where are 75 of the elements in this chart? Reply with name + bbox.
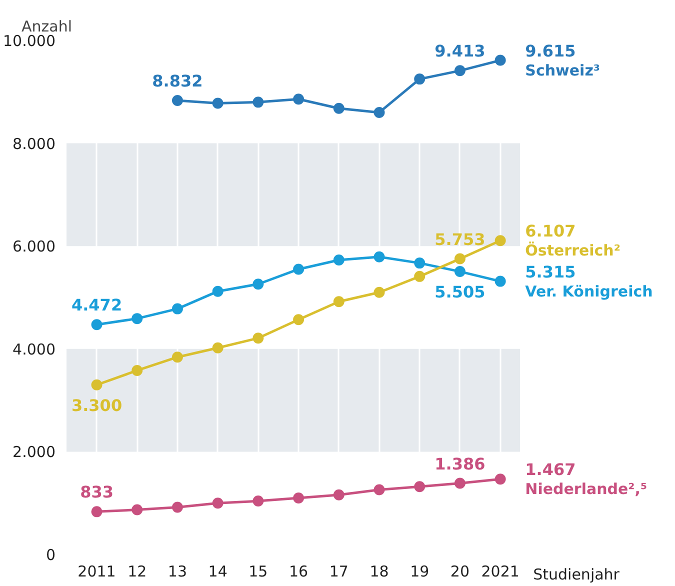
point xyxy=(333,254,344,266)
point xyxy=(252,332,264,344)
data-label: 5.753 xyxy=(434,230,486,249)
point xyxy=(293,264,304,275)
point xyxy=(252,96,264,108)
point xyxy=(132,504,143,516)
point xyxy=(454,266,466,278)
x-tick-label: 14 xyxy=(208,562,228,580)
point xyxy=(91,506,102,518)
point xyxy=(172,352,183,363)
x-tick-label: 15 xyxy=(248,562,268,580)
point xyxy=(333,296,344,308)
point xyxy=(494,235,506,246)
point xyxy=(454,478,466,489)
point xyxy=(212,98,224,109)
point xyxy=(494,54,506,66)
point xyxy=(132,365,143,376)
data-label: 5.315 xyxy=(525,262,576,282)
x-axis-title: Studienjahr xyxy=(533,566,620,584)
point xyxy=(293,94,304,105)
data-label: 6.107 xyxy=(525,222,576,241)
point xyxy=(212,286,224,297)
point xyxy=(252,496,264,507)
series-label: Niederlande²,⁵ xyxy=(525,480,648,498)
data-label: 833 xyxy=(80,482,114,502)
point xyxy=(374,106,385,118)
x-tick-label: 12 xyxy=(128,562,147,580)
point xyxy=(374,286,385,298)
data-label: 8.832 xyxy=(152,72,203,91)
data-label: 1.386 xyxy=(434,454,486,474)
point xyxy=(494,474,506,485)
x-tick-label: 18 xyxy=(370,562,389,580)
data-label: 1.467 xyxy=(525,460,576,480)
point xyxy=(414,74,426,85)
data-label: 4.472 xyxy=(71,296,122,315)
point xyxy=(293,492,304,504)
point xyxy=(172,502,183,513)
point xyxy=(333,102,344,114)
x-tick-label: 2021 xyxy=(481,562,520,580)
point xyxy=(414,270,426,282)
point xyxy=(414,481,426,492)
y-tick-label: 4.000 xyxy=(12,340,56,358)
point xyxy=(454,65,466,76)
x-tick-label: 20 xyxy=(450,562,470,580)
data-label: 9.413 xyxy=(434,42,486,61)
series-label: Ver. Königreich xyxy=(525,282,653,300)
y-tick-label: 0 xyxy=(46,546,56,564)
x-tick-label: 13 xyxy=(168,562,188,580)
series-label: Schweiz³ xyxy=(525,61,600,80)
y-tick-label: 8.000 xyxy=(12,134,56,153)
data-label: 5.505 xyxy=(434,282,486,302)
x-tick-label: 17 xyxy=(329,562,348,580)
point xyxy=(252,278,264,290)
point xyxy=(132,313,143,324)
point xyxy=(293,314,304,326)
data-label: 3.300 xyxy=(71,396,122,415)
point xyxy=(494,276,506,287)
point xyxy=(374,484,385,496)
x-tick-label: 19 xyxy=(410,562,430,580)
point xyxy=(172,303,183,314)
x-tick-label: 2011 xyxy=(78,562,116,580)
point xyxy=(212,342,224,354)
point xyxy=(91,319,102,330)
point xyxy=(333,489,344,500)
point xyxy=(91,379,102,390)
series-label: Österreich² xyxy=(525,242,620,260)
point xyxy=(374,251,385,262)
point xyxy=(212,498,224,509)
y-tick-label: 2.000 xyxy=(12,443,56,462)
point xyxy=(414,258,426,269)
data-label: 9.615 xyxy=(525,41,576,60)
x-tick-label: 16 xyxy=(289,562,308,580)
y-tick-label: 6.000 xyxy=(12,238,56,256)
point xyxy=(172,95,183,106)
point xyxy=(454,253,466,264)
